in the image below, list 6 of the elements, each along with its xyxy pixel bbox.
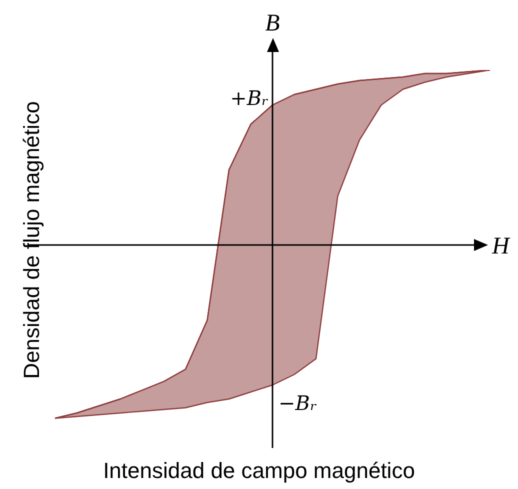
text: B [265, 10, 280, 36]
text: H [491, 233, 511, 260]
x-axis-title: Intensidad de campo magnético [103, 458, 415, 483]
annotation: +Bᵣ [230, 86, 269, 110]
annotation: −Bᵣ [278, 391, 317, 416]
y-axis-title: Densidad de flujo magnético [19, 101, 44, 379]
